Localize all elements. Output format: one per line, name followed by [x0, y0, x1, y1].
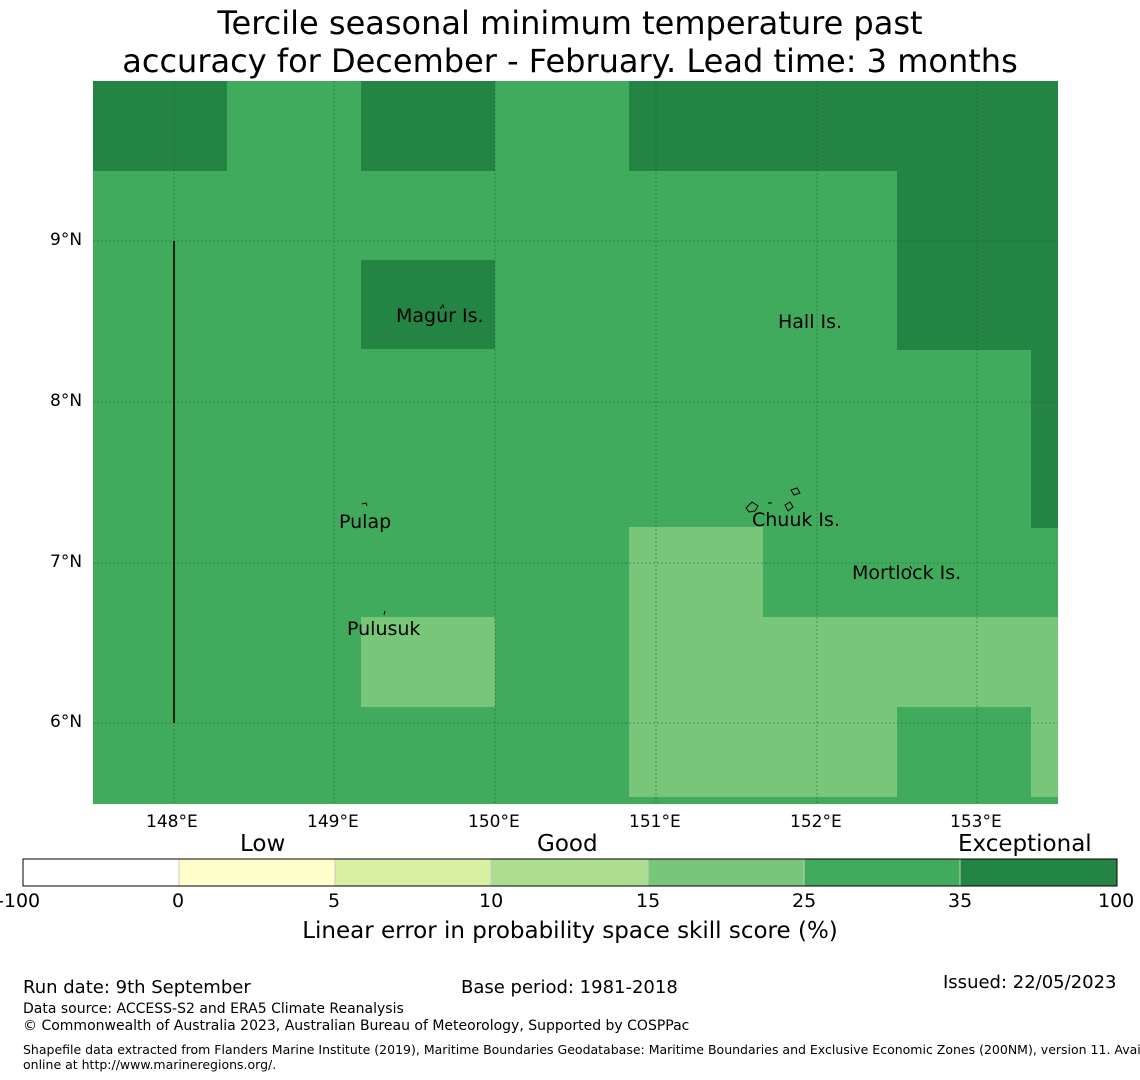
lon-label: 152°E: [790, 812, 842, 832]
colorbar-category-label: Low: [240, 831, 286, 857]
colorbar-segment: [22, 858, 180, 887]
skill-cell: [361, 260, 495, 349]
colorbar-tick-label: 25: [792, 890, 817, 912]
island-outlines: [361, 303, 913, 616]
colorbar-category-label: Good: [537, 831, 598, 857]
place-label: Mortlock Is.: [852, 562, 962, 584]
lon-label: 151°E: [629, 812, 681, 832]
colorbar-segment: [959, 858, 1118, 887]
colorbar-segment: [490, 858, 649, 887]
lon-label: 148°E: [146, 812, 198, 832]
colorbar-frame: [22, 858, 1118, 887]
skill-cell: [93, 81, 227, 171]
base-period: Base period: 1981-2018: [461, 977, 678, 998]
skill-cell: [629, 527, 763, 797]
lat-label: 9°N: [50, 230, 83, 250]
lon-label: 149°E: [307, 812, 359, 832]
copyright: © Commonwealth of Australia 2023, Austra…: [23, 1018, 690, 1034]
lat-label: 6°N: [50, 712, 83, 732]
data-source: Data source: ACCESS-S2 and ERA5 Climate …: [23, 1001, 404, 1017]
colorbar-tick-label: 5: [328, 890, 341, 912]
lat-label: 8°N: [50, 391, 83, 411]
colorbar-tick-label: 10: [479, 890, 504, 912]
map-area: [93, 81, 1058, 804]
issued-date: Issued: 22/05/2023: [943, 972, 1117, 993]
lat-label: 7°N: [50, 552, 83, 572]
skill-cell: [1031, 349, 1058, 528]
lon-label: 150°E: [468, 812, 520, 832]
skill-cell: [763, 617, 1058, 707]
colorbar-category-label: Exceptional: [958, 831, 1092, 857]
title-line-1: Tercile seasonal minimum temperature pas…: [217, 4, 923, 42]
colorbar-axis-label: Linear error in probability space skill …: [302, 918, 838, 944]
colorbar-tick-label: -100: [0, 890, 41, 912]
place-label: Pulusuk: [347, 618, 421, 640]
colorbar-segment: [803, 858, 961, 887]
place-label: Magur Is.: [396, 305, 484, 327]
colorbar-segment: [178, 858, 336, 887]
island-magur: [439, 303, 445, 310]
island-chuuk: [745, 487, 801, 513]
colorbar-segment: [334, 858, 492, 887]
skill-cell: [629, 81, 1058, 171]
colorbar-segment: [647, 858, 805, 887]
island-pulap: [361, 502, 368, 507]
chart-title: Tercile seasonal minimum temperature pas…: [0, 4, 1140, 80]
colorbar-tick-label: 15: [636, 890, 661, 912]
skill-cell: [763, 706, 897, 797]
skill-cell: [361, 617, 495, 707]
shapefile-credit: Shapefile data extracted from Flanders M…: [23, 1042, 1140, 1072]
skill-cell: [1031, 706, 1058, 797]
colorbar-tick-label: 100: [1098, 890, 1135, 912]
place-label: Pulap: [339, 511, 392, 533]
lon-label: 153°E: [950, 812, 1002, 832]
skill-cell: [897, 170, 1058, 350]
shapefile-credit-line-1: Shapefile data extracted from Flanders M…: [23, 1042, 1140, 1057]
island-pulusuk: [383, 610, 386, 616]
title-line-2: accuracy for December - February. Lead t…: [122, 42, 1018, 80]
gridlines: [93, 81, 1058, 804]
place-label: Chuuk Is.: [752, 509, 840, 531]
place-label: Hall Is.: [778, 311, 843, 333]
colorbar: [22, 858, 1118, 887]
colorbar-tick-label: 0: [172, 890, 185, 912]
colorbar-tick-label: 35: [948, 890, 973, 912]
skill-cell: [361, 81, 495, 171]
run-date: Run date: 9th September: [23, 977, 251, 998]
island-mortlock: [909, 565, 913, 570]
shapefile-credit-line-2: online at http://www.marineregions.org/.: [23, 1057, 277, 1072]
